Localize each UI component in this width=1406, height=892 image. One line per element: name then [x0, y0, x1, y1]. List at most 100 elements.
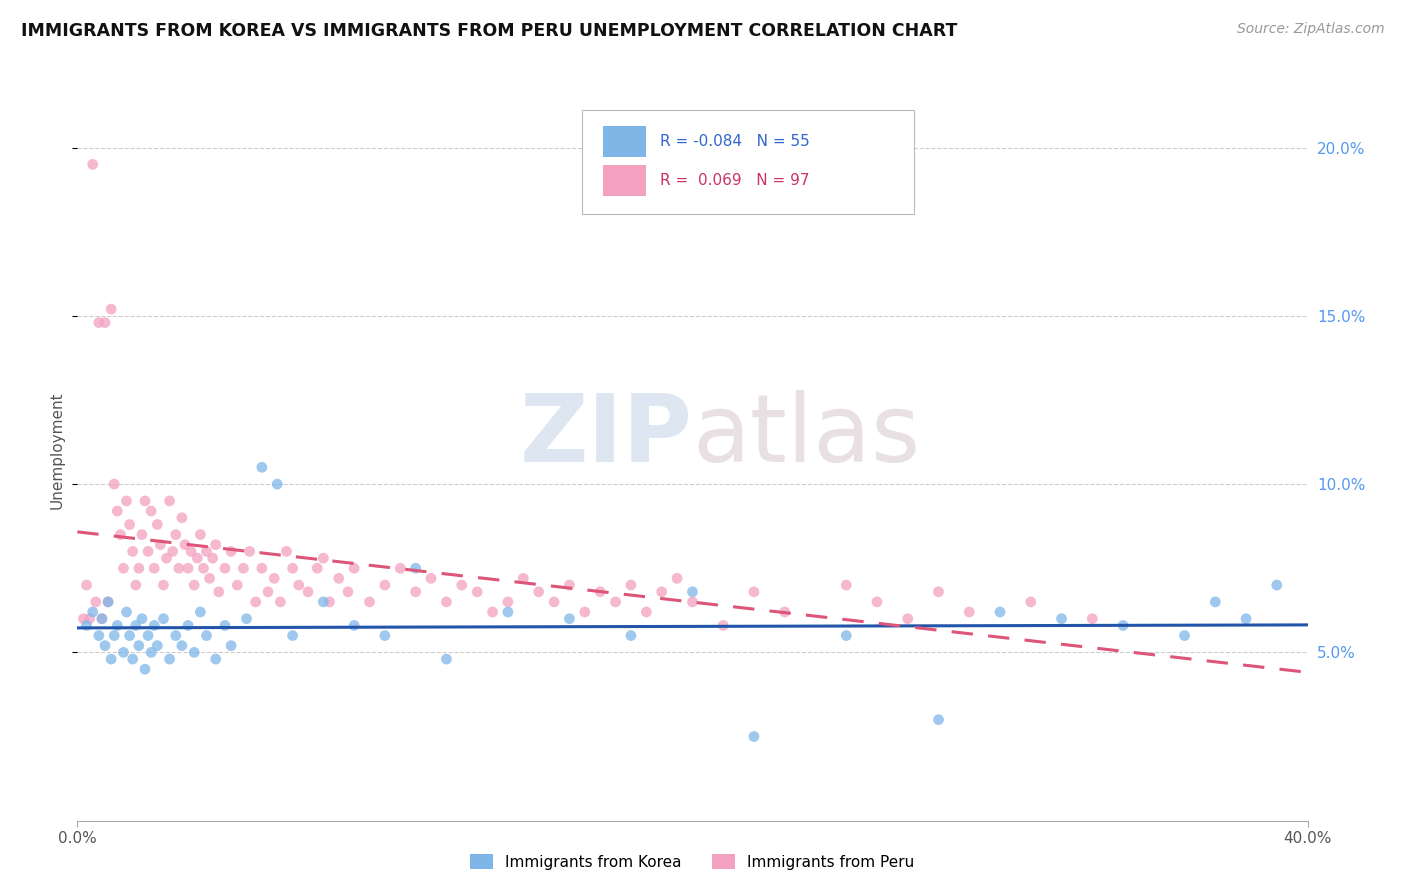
Point [195, 544, 218, 558]
Point [897, 612, 920, 626]
Point [76, 578, 98, 592]
Point [105, 618, 128, 632]
Point [527, 584, 550, 599]
Text: IMMIGRANTS FROM KOREA VS IMMIGRANTS FROM PERU UNEMPLOYMENT CORRELATION CHART: IMMIGRANTS FROM KOREA VS IMMIGRANTS FROM… [21, 22, 957, 40]
Point [201, 551, 224, 566]
Point [134, 494, 156, 508]
Point [450, 578, 472, 592]
Point [651, 584, 673, 599]
Point [1265, 578, 1288, 592]
Point [155, 551, 177, 566]
Point [988, 605, 1011, 619]
Point [165, 628, 187, 642]
Point [742, 730, 765, 744]
Point [281, 561, 304, 575]
Point [297, 584, 319, 599]
Point [208, 584, 231, 599]
Point [152, 612, 174, 626]
Point [235, 612, 257, 626]
Point [118, 628, 141, 642]
Point [118, 517, 141, 532]
Y-axis label: Unemployment: Unemployment [49, 392, 65, 509]
Point [543, 595, 565, 609]
Point [97, 595, 120, 609]
Point [87, 316, 110, 330]
Point [1234, 612, 1257, 626]
Point [125, 618, 148, 632]
Point [374, 628, 396, 642]
FancyBboxPatch shape [582, 110, 914, 213]
Point [188, 527, 212, 541]
Point [177, 561, 200, 575]
Point [159, 652, 181, 666]
Point [167, 561, 190, 575]
Point [76, 618, 98, 632]
Point [343, 561, 366, 575]
Point [128, 561, 150, 575]
Point [134, 662, 156, 676]
Point [318, 595, 340, 609]
Point [405, 584, 427, 599]
Point [266, 477, 288, 491]
Point [87, 628, 110, 642]
Point [219, 639, 242, 653]
Point [186, 551, 208, 566]
Point [170, 510, 193, 524]
Text: R = -0.084   N = 55: R = -0.084 N = 55 [661, 134, 810, 149]
Point [115, 605, 138, 619]
Point [131, 612, 153, 626]
Point [188, 605, 212, 619]
Point [420, 571, 443, 585]
Point [835, 578, 858, 592]
Text: atlas: atlas [693, 390, 921, 482]
Point [496, 605, 519, 619]
Point [146, 639, 169, 653]
Point [742, 584, 765, 599]
Point [558, 612, 581, 626]
Point [219, 544, 242, 558]
Point [183, 578, 205, 592]
Point [773, 605, 796, 619]
Point [97, 595, 120, 609]
Point [620, 628, 643, 642]
Point [257, 584, 280, 599]
Point [263, 571, 285, 585]
Point [250, 561, 273, 575]
Point [835, 628, 858, 642]
Point [204, 538, 226, 552]
Point [128, 639, 150, 653]
Point [465, 584, 488, 599]
Point [121, 652, 143, 666]
Point [195, 628, 218, 642]
Point [90, 612, 114, 626]
Point [1174, 628, 1197, 642]
Point [1019, 595, 1042, 609]
Point [136, 628, 159, 642]
Point [82, 605, 104, 619]
Point [276, 544, 298, 558]
Point [131, 527, 153, 541]
Point [159, 494, 181, 508]
Point [288, 578, 311, 592]
Point [312, 595, 335, 609]
Point [193, 561, 215, 575]
Point [103, 477, 125, 491]
Point [84, 595, 107, 609]
Point [405, 561, 427, 575]
Point [125, 578, 148, 592]
Point [343, 618, 366, 632]
Point [183, 645, 205, 659]
Point [100, 652, 122, 666]
Point [1204, 595, 1226, 609]
Point [162, 544, 184, 558]
Point [928, 584, 950, 599]
Point [337, 584, 360, 599]
Point [146, 517, 169, 532]
Point [136, 544, 159, 558]
Point [496, 595, 519, 609]
Point [620, 578, 643, 592]
Point [682, 595, 704, 609]
FancyBboxPatch shape [603, 165, 645, 195]
Point [115, 494, 138, 508]
Point [269, 595, 291, 609]
